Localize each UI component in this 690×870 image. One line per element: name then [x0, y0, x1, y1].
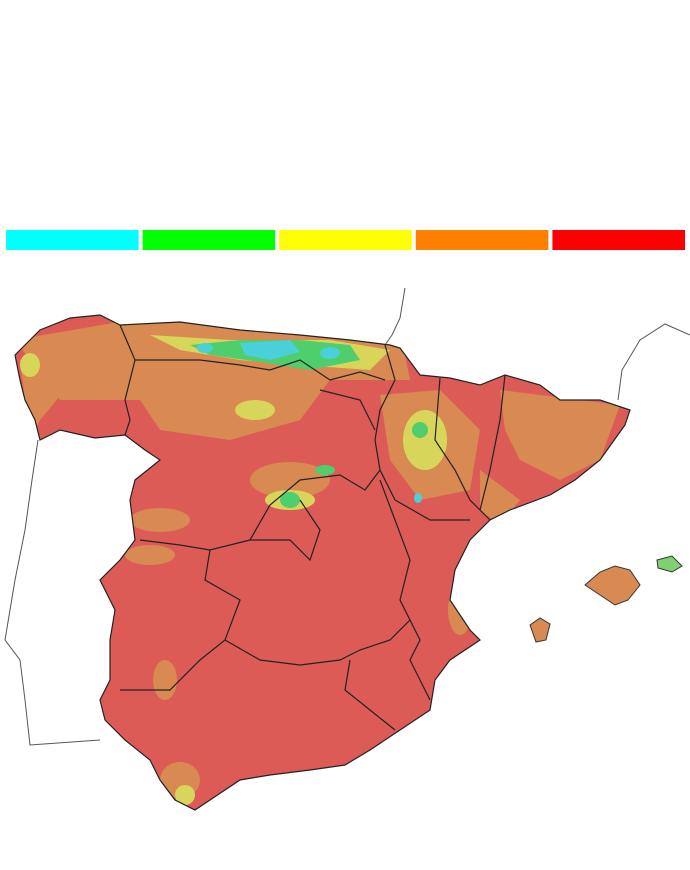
orange-zones — [15, 320, 620, 798]
legend-swatch — [552, 230, 685, 250]
legend-swatch — [415, 230, 549, 250]
menorca — [656, 555, 683, 573]
france-coast — [617, 323, 690, 401]
spain-mainland — [15, 315, 630, 810]
ibiza — [529, 617, 551, 643]
france-coast — [384, 287, 406, 346]
mallorca — [584, 565, 641, 606]
cyan-zones — [197, 340, 422, 503]
legend-swatch — [6, 230, 139, 250]
legend-swatch — [142, 230, 276, 250]
balearic-islands — [529, 555, 683, 643]
legend-swatch — [279, 230, 412, 250]
portugal-coast — [4, 439, 101, 746]
coastlines — [4, 287, 690, 746]
region-borders — [119, 324, 506, 731]
legend — [6, 230, 685, 250]
